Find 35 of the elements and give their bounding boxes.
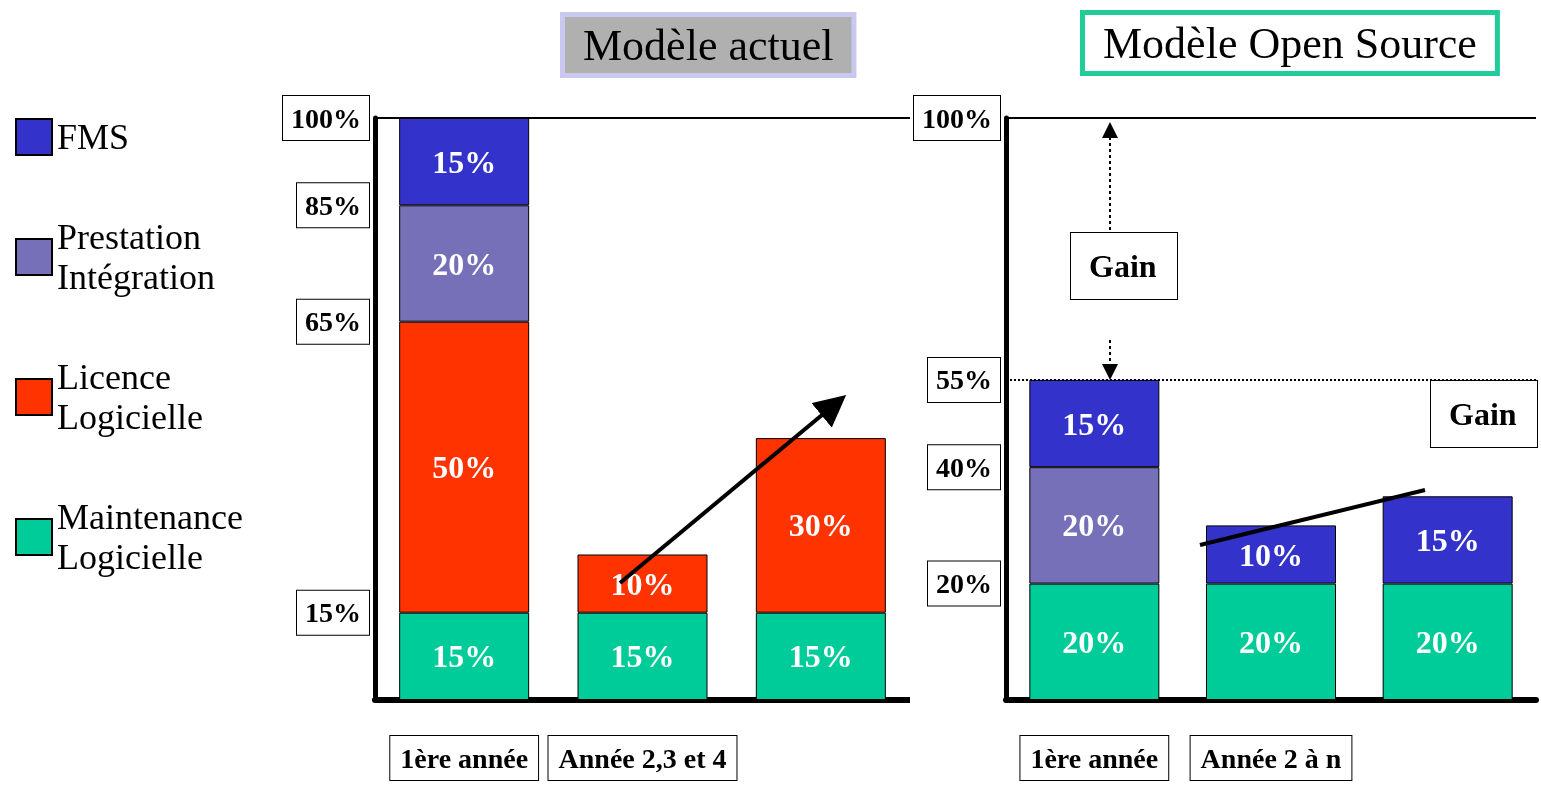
annotation: Gain [1089, 248, 1157, 284]
data-label: 20% [432, 245, 497, 282]
chart-title: Modèle Open Source [1103, 18, 1477, 68]
annotation: Gain [1449, 396, 1517, 432]
data-label: 15% [1062, 405, 1127, 442]
x-tick-label: Année 2 à n [1200, 742, 1342, 774]
data-label: 10% [610, 565, 675, 602]
data-label: 50% [432, 449, 497, 486]
data-label: 15% [432, 638, 497, 675]
y-tick-label: 85% [305, 189, 361, 221]
y-tick-label: 20% [936, 568, 992, 600]
legend-label: Prestation Intégration [57, 217, 215, 297]
data-label: 20% [1062, 623, 1127, 660]
y-tick-label: 100% [922, 102, 992, 134]
y-tick-label: 40% [936, 451, 992, 483]
x-tick-label: Année 2,3 et 4 [558, 742, 727, 774]
chart-title: Modèle actuel [583, 20, 834, 70]
data-label: 20% [1062, 507, 1127, 544]
data-label: 15% [788, 638, 853, 675]
data-label: 15% [610, 638, 675, 675]
y-tick-label: 55% [936, 364, 992, 396]
data-label: 15% [1415, 521, 1480, 558]
data-label: 15% [432, 143, 497, 180]
y-tick-label: 15% [305, 597, 361, 629]
legend-label: Licence Logicielle [57, 357, 203, 437]
y-tick-label: 65% [305, 306, 361, 338]
legend-label: FMS [57, 117, 130, 157]
x-tick-label: 1ère année [1030, 742, 1159, 774]
data-label: 20% [1415, 623, 1480, 660]
data-label: 10% [1239, 536, 1303, 573]
x-tick-label: 1ère année [400, 742, 529, 774]
y-tick-label: 100% [291, 102, 361, 134]
data-label: 20% [1239, 623, 1303, 660]
legend-label: Maintenance Logicielle [57, 497, 252, 577]
data-label: 30% [788, 507, 853, 544]
